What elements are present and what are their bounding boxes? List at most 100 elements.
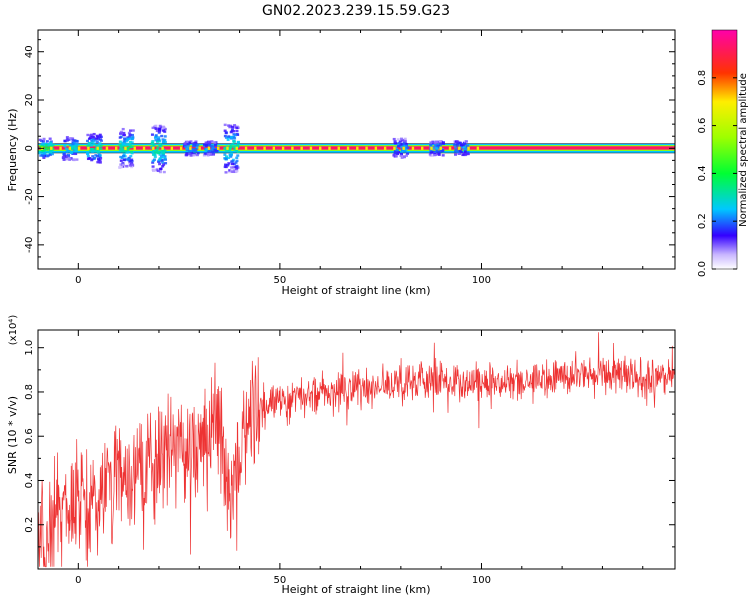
x-tick-label: 50 <box>274 275 287 286</box>
cluster-cell <box>436 143 440 146</box>
band-hotspot <box>207 146 211 150</box>
cluster-cell <box>48 137 52 140</box>
cluster-cell <box>226 138 230 141</box>
cluster-cell <box>153 153 157 157</box>
cluster-cell <box>121 162 125 165</box>
y-tick-label: -20 <box>24 188 35 204</box>
cluster-cell <box>122 153 126 156</box>
cluster-cell <box>153 155 157 159</box>
cluster-cell <box>223 146 227 150</box>
cluster-cell <box>160 134 164 138</box>
cluster-cell <box>441 142 445 145</box>
cluster-cell <box>406 146 410 149</box>
band-hotspot <box>337 146 340 150</box>
band-hotspot <box>68 146 72 150</box>
y-tick-label: 0.8 <box>24 384 35 400</box>
band-hotspot <box>402 146 405 150</box>
spectrogram-cluster <box>202 140 220 157</box>
cluster-cell <box>157 131 161 134</box>
cluster-cell <box>157 160 161 163</box>
cluster-cell <box>163 138 167 142</box>
cluster-cell <box>235 149 239 153</box>
cluster-cell <box>462 146 466 149</box>
cluster-cell <box>456 140 460 143</box>
band-hotspot <box>142 146 146 150</box>
cluster-cell <box>190 152 194 155</box>
cluster-cell <box>62 158 66 161</box>
cluster-cell <box>161 138 165 141</box>
cluster-cell <box>224 171 228 174</box>
y-tick-label: 20 <box>24 94 35 107</box>
snr-panel: 0 50 100 0.2 0.4 0.6 0.8 1.0 Height of straigh… <box>6 315 676 596</box>
cluster-cell <box>223 134 227 138</box>
cluster-cell <box>196 151 200 155</box>
cluster-cell <box>91 155 95 158</box>
cluster-cell <box>402 144 406 148</box>
cluster-cell <box>121 127 125 131</box>
cluster-cell <box>454 149 458 152</box>
spectrogram-cluster <box>392 137 410 159</box>
cluster-cell <box>213 141 217 144</box>
band-hotspot <box>254 146 257 150</box>
cluster-cell <box>233 123 237 127</box>
cluster-cell <box>86 133 90 137</box>
cluster-cell <box>435 148 439 151</box>
cluster-cell <box>466 144 470 147</box>
cluster-cell <box>90 141 94 144</box>
cluster-cell <box>49 153 53 156</box>
cluster-cell <box>153 169 157 172</box>
cluster-cell <box>463 152 467 155</box>
cluster-cell <box>186 142 190 146</box>
cluster-cell <box>92 140 96 143</box>
cluster-cell <box>230 130 234 133</box>
cluster-cell <box>42 137 46 141</box>
cluster-cell <box>224 163 228 166</box>
band-hotspot <box>319 146 322 150</box>
cluster-cell <box>161 155 165 159</box>
cluster-cell <box>458 141 462 145</box>
cluster-cell <box>96 160 100 164</box>
cluster-cell <box>130 150 134 154</box>
spectrogram-cluster <box>86 132 103 164</box>
cluster-cell <box>99 144 103 148</box>
cluster-cell <box>224 149 228 152</box>
cluster-cell <box>223 165 227 169</box>
band-hotspot <box>198 146 201 150</box>
cluster-cell <box>212 153 216 156</box>
cluster-cell <box>129 155 133 158</box>
cluster-cell <box>124 137 128 140</box>
cluster-cell <box>399 154 403 158</box>
cluster-cell <box>47 154 51 157</box>
cluster-cell <box>125 165 129 168</box>
band-hotspot <box>170 146 174 150</box>
spectrogram-y-ticks: 40 20 0 -20 -40 <box>24 39 675 258</box>
cluster-cell <box>233 148 237 151</box>
cluster-cell <box>393 151 397 155</box>
cluster-cell <box>455 144 459 147</box>
band-hotspot <box>96 146 99 150</box>
cluster-cell <box>192 141 196 145</box>
cluster-cell <box>400 143 404 146</box>
cluster-cell <box>96 157 100 161</box>
cluster-cell <box>399 137 403 141</box>
cluster-cell <box>89 136 93 140</box>
cluster-cell <box>441 149 445 152</box>
cluster-cell <box>128 135 132 139</box>
band-hotspot <box>430 146 433 150</box>
cluster-cell <box>234 145 238 148</box>
cluster-cell <box>130 158 134 161</box>
cluster-cell <box>74 148 78 151</box>
cluster-cell <box>75 158 79 161</box>
band-hotspot <box>87 146 90 150</box>
cluster-cell <box>163 150 167 153</box>
colorbar: 0.0 0.2 0.4 0.6 0.8 Normalized spectral ampl… <box>697 29 749 277</box>
cluster-cell <box>454 153 458 156</box>
cluster-cell <box>392 154 396 157</box>
band-hotspot <box>383 146 387 150</box>
cluster-cell <box>431 154 435 157</box>
cluster-cell <box>229 153 233 157</box>
cluster-cell <box>404 145 408 148</box>
cluster-cell <box>236 144 240 147</box>
cluster-cell <box>464 140 468 143</box>
cluster-cell <box>153 151 157 154</box>
